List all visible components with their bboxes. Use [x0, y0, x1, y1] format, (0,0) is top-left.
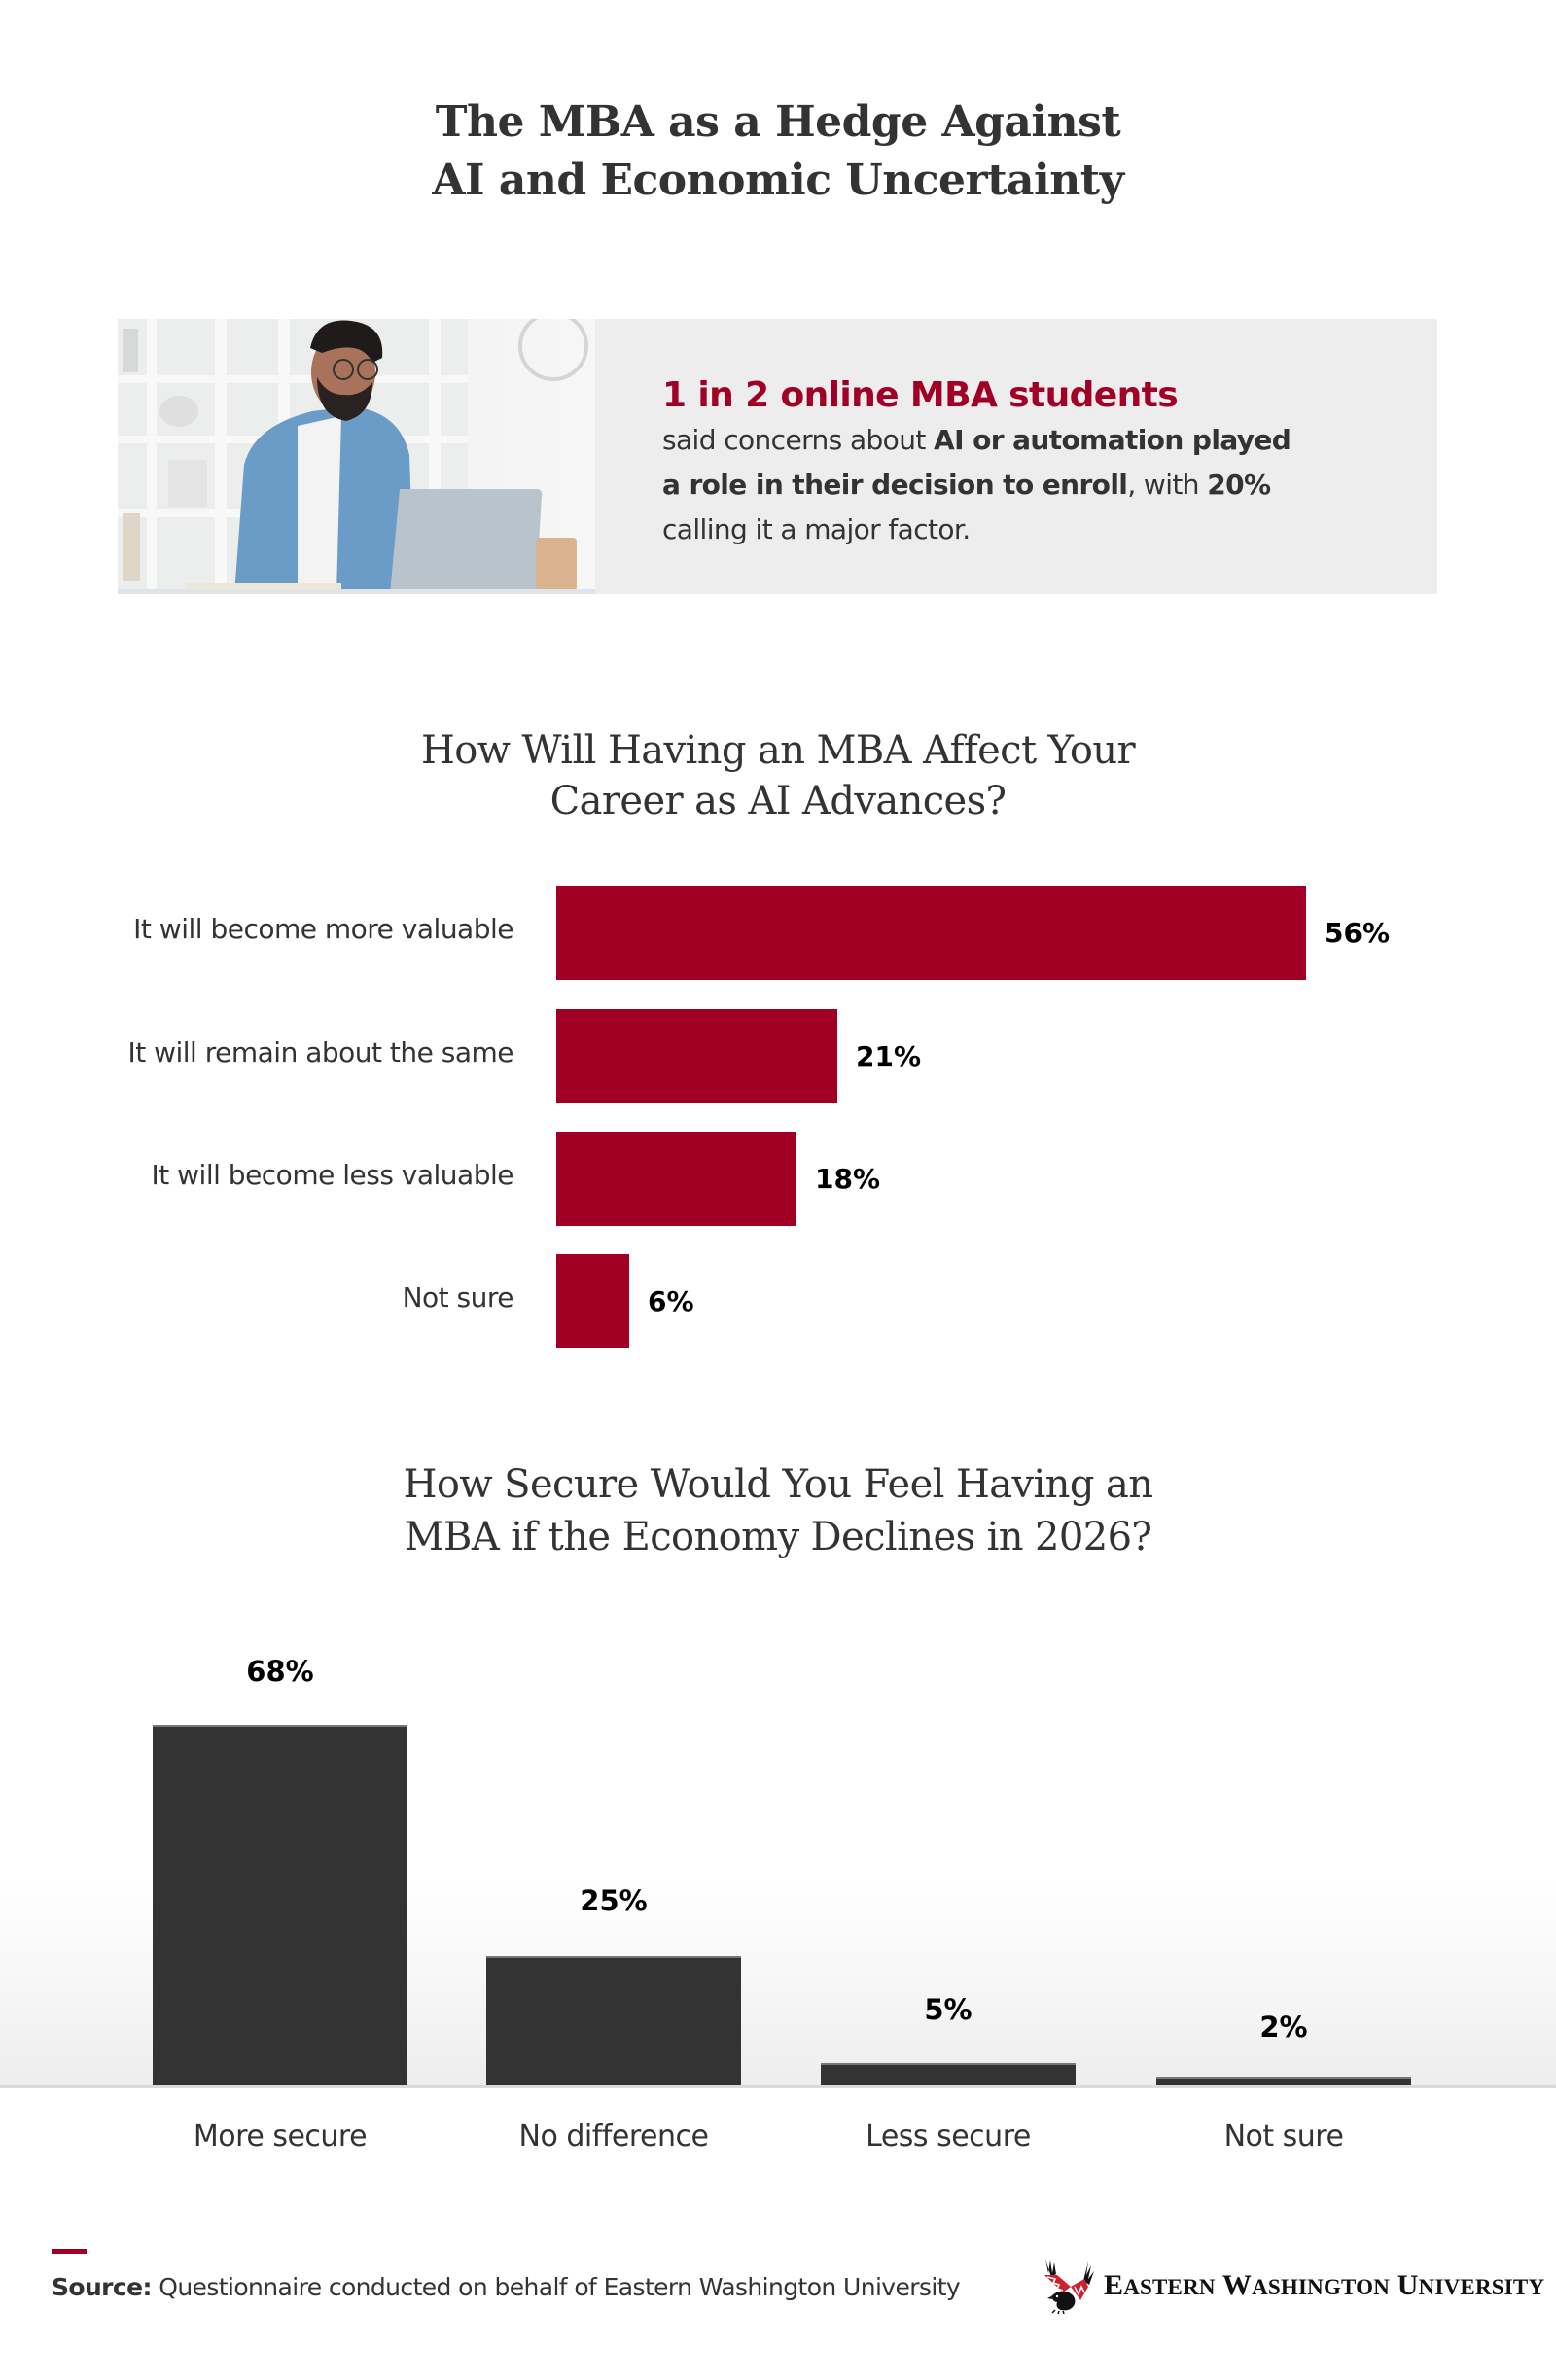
chart1-bar-value: 21% [856, 1040, 922, 1072]
chart2-baseline [0, 2085, 1556, 2088]
eagle-icon [1044, 2259, 1094, 2314]
chart1-row-label: It will become more valuable [133, 913, 513, 945]
chart1-bar [556, 1009, 837, 1103]
chart1-row-label: Not sure [402, 1281, 514, 1313]
chart2-category-label: More secure [193, 2119, 368, 2153]
chart2-category-label: Not sure [1223, 2119, 1344, 2153]
wordmark-initial: E [1104, 2269, 1124, 2301]
infographic-title: The MBA as a Hedge Against AI and Econom… [0, 93, 1556, 210]
callout-body: said concerns about AI or automation pla… [662, 418, 1401, 552]
student-photo [118, 319, 595, 594]
callout-body-emphasis: AI or automation played [934, 424, 1291, 456]
chart2-bar [821, 2063, 1076, 2086]
chart2-bar [1156, 2077, 1411, 2086]
chart1-bar [556, 1254, 629, 1348]
chart2-bar-value: 5% [924, 1993, 972, 2026]
chart1-bar-value: 18% [815, 1163, 881, 1195]
chart2-bar [486, 1956, 741, 2086]
wordmark-rest: ASHINGTON [1252, 2275, 1391, 2299]
chart1-bar-value: 6% [648, 1285, 694, 1317]
stat-callout: 1 in 2 online MBA students said concerns… [118, 319, 1437, 594]
callout-body-text: calling it a major factor. [662, 513, 971, 545]
source-note: Source: Questionnaire conducted on behal… [52, 2273, 961, 2301]
ewu-wordmark: EASTERN WASHINGTON UNIVERSITY [1104, 2269, 1544, 2302]
chart2-category-label: Less secure [866, 2119, 1031, 2153]
chart2-title-line-1: How Secure Would You Feel Having an [403, 1462, 1153, 1507]
chart2-title: How Secure Would You Feel Having an MBA … [0, 1458, 1556, 1563]
chart1-title-line-2: Career as AI Advances? [549, 779, 1007, 823]
chart2-bar-value: 68% [246, 1655, 314, 1688]
footer-accent-dash [52, 2249, 87, 2254]
student-photo-illustration [118, 319, 595, 594]
chart1-bar [556, 886, 1306, 980]
chart1-bar [556, 1132, 796, 1226]
chart1-row: It will become less valuable 18% [0, 1132, 1556, 1226]
chart1-row-label: It will remain about the same [127, 1036, 513, 1068]
chart2-bar-value: 25% [580, 1884, 648, 1917]
title-line-2: AI and Economic Uncertainty [432, 156, 1124, 205]
source-text: Questionnaire conducted on behalf of Eas… [151, 2273, 961, 2301]
chart2-bar [153, 1725, 407, 2086]
chart2-title-line-2: MBA if the Economy Declines in 2026? [404, 1515, 1152, 1559]
callout-body-percent: 20% [1207, 469, 1271, 501]
callout-body-emphasis: a role in their decision to enroll [662, 469, 1128, 501]
chart1-title-line-1: How Will Having an MBA Affect Your [420, 728, 1136, 773]
callout-body-text: said concerns about [662, 424, 935, 456]
chart1-row: It will remain about the same 21% [0, 1009, 1556, 1103]
chart2-category-label: No difference [518, 2119, 709, 2153]
source-label: Source: [52, 2273, 152, 2301]
chart2-bar-value: 2% [1259, 2011, 1308, 2044]
callout-body-text: , with [1127, 469, 1208, 501]
wordmark-initial: U [1397, 2269, 1419, 2301]
chart1-row: It will become more valuable 56% [0, 886, 1556, 980]
wordmark-rest: NIVERSITY [1418, 2275, 1545, 2299]
callout-text: 1 in 2 online MBA students said concerns… [662, 373, 1401, 552]
wordmark-initial: W [1221, 2269, 1253, 2301]
wordmark-rest: ASTERN [1123, 2275, 1216, 2299]
chart1-title: How Will Having an MBA Affect Your Caree… [0, 725, 1556, 826]
callout-heading: 1 in 2 online MBA students [662, 375, 1179, 415]
chart1-row-label: It will become less valuable [151, 1159, 514, 1191]
ewu-logo: EASTERN WASHINGTON UNIVERSITY [1042, 2258, 1544, 2314]
title-line-1: The MBA as a Hedge Against [435, 97, 1121, 147]
chart1-bar-value: 56% [1325, 917, 1391, 949]
chart1-row: Not sure 6% [0, 1254, 1556, 1348]
